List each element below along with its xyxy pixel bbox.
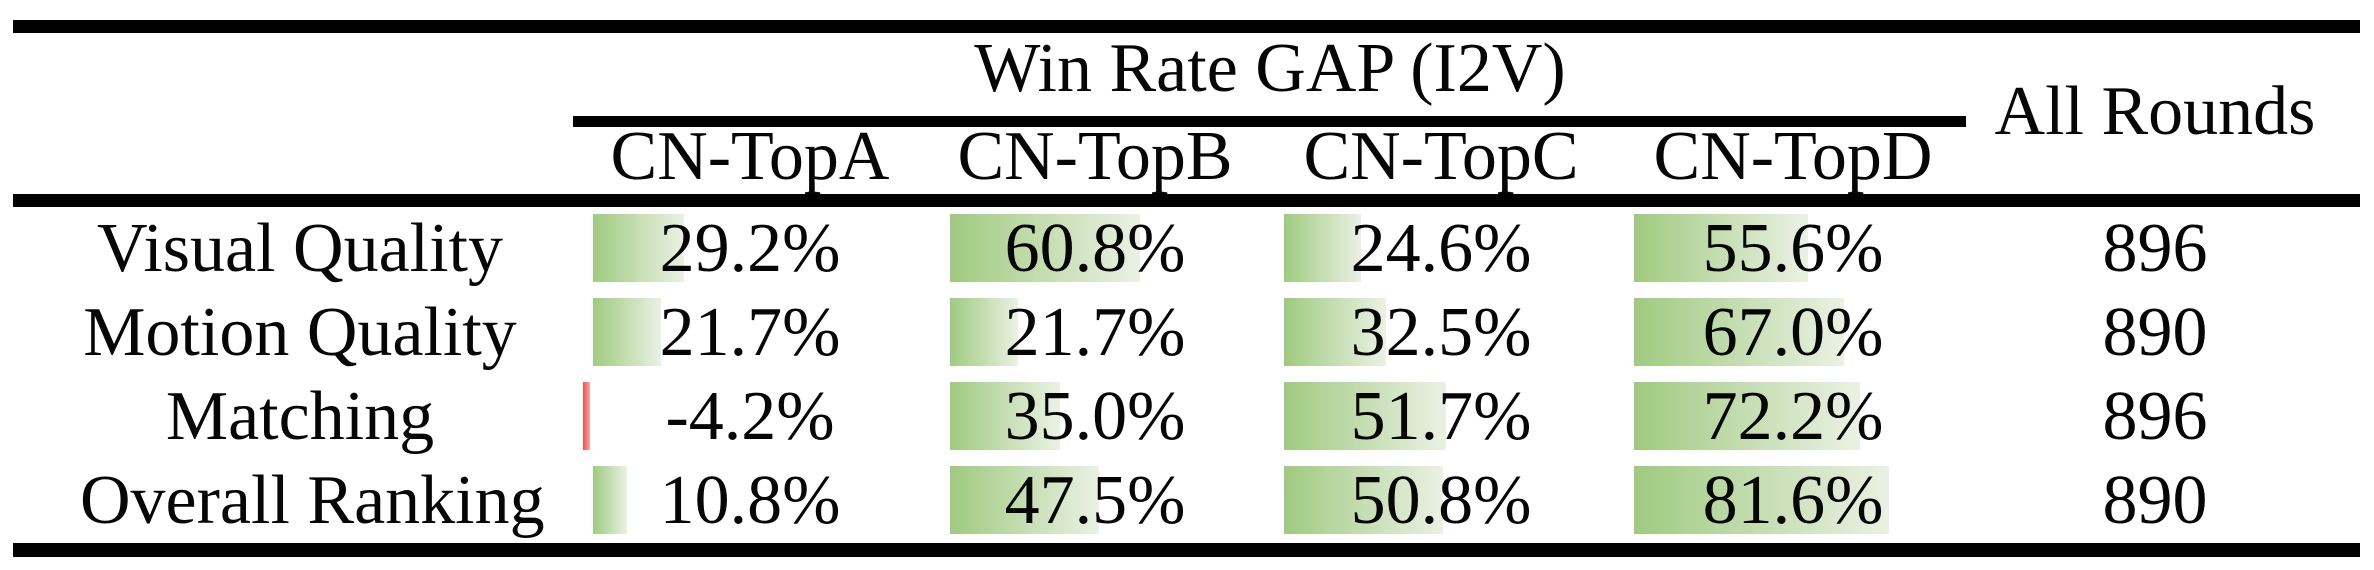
data-bar [950,214,1141,282]
table-row: Overall Ranking 10.8% 47.5% 50.8% 81.6% … [0,459,2374,543]
value-cell: 35.0% [1004,378,1186,455]
row-label: Visual Quality [96,210,504,287]
column-header-cn-topa: CN-TopA [610,118,890,195]
table-row: Matching -4.2% 35.0% 51.7% 72.2% 896 [0,375,2374,459]
value-cell: 81.6% [1702,462,1884,539]
group-header-win-rate-gap: Win Rate GAP (I2V) [974,30,1566,107]
value-cell: 32.5% [1350,294,1532,371]
value-cell: 47.5% [1004,462,1186,539]
data-bar [593,298,661,366]
column-header-cn-topd: CN-TopD [1653,118,1933,195]
table-bottom-rule [13,543,2360,557]
table-row: Motion Quality 21.7% 21.7% 32.5% 67.0% 8… [0,291,2374,375]
value-cell: 24.6% [1350,210,1532,287]
data-bar [1634,466,1890,534]
row-label: Matching [165,378,435,455]
value-cell: 10.8% [659,462,841,539]
value-cell: 60.8% [1004,210,1186,287]
data-bar [593,214,685,282]
column-header-cn-topc: CN-TopC [1303,118,1579,195]
value-cell: 21.7% [659,294,841,371]
value-cell: 72.2% [1702,378,1884,455]
rounds-cell: 896 [2102,210,2208,287]
value-cell: 67.0% [1702,294,1884,371]
rounds-cell: 890 [2102,294,2208,371]
row-label: Motion Quality [83,294,517,371]
data-bar [1284,466,1443,534]
value-cell: 29.2% [659,210,841,287]
column-header-all-rounds: All Rounds [1994,73,2316,150]
data-bar [1634,214,1809,282]
data-bar [950,382,1060,450]
data-bar [1634,382,1860,450]
value-cell: 51.7% [1350,378,1532,455]
table-top-rule [13,20,2360,33]
data-bar [1284,214,1361,282]
data-bar [1284,382,1446,450]
group-header-underline-rule [573,116,1966,127]
data-bar [1634,298,1844,366]
value-cell: -4.2% [665,378,835,455]
data-bar [1284,298,1386,366]
header-bottom-rule [13,194,2360,207]
rounds-cell: 896 [2102,378,2208,455]
data-bar [593,466,627,534]
value-cell: 50.8% [1350,462,1532,539]
rounds-cell: 890 [2102,462,2208,539]
table-row: Visual Quality 29.2% 60.8% 24.6% 55.6% 8… [0,207,2374,291]
value-cell: 21.7% [1004,294,1186,371]
row-label: Overall Ranking [80,462,545,539]
data-bar [950,298,1018,366]
data-bar [950,466,1099,534]
data-bar [583,382,590,450]
value-cell: 55.6% [1702,210,1884,287]
column-header-cn-topb: CN-TopB [957,118,1233,195]
